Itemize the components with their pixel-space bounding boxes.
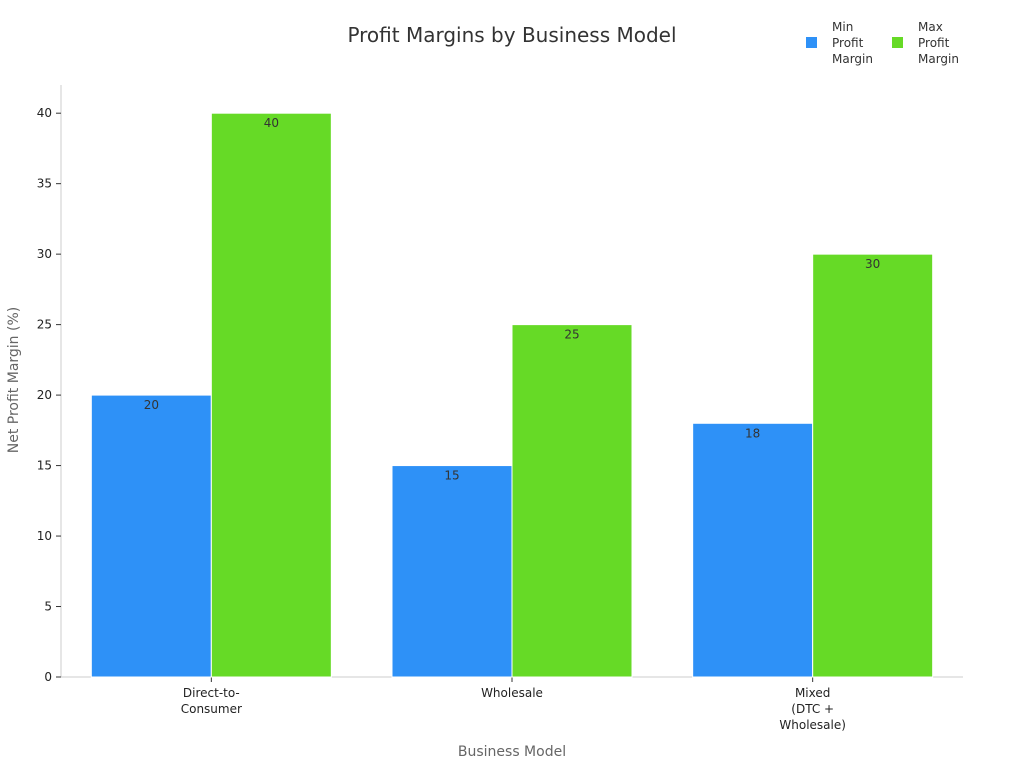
y-tick-label: 5	[44, 600, 52, 614]
data-label: 18	[745, 426, 760, 440]
y-tick-label: 35	[37, 177, 52, 191]
legend-label: Min Profit Margin	[832, 20, 873, 66]
x-tick-label-line: Wholesale)	[779, 718, 846, 732]
data-label: 15	[444, 469, 459, 483]
y-tick-label: 25	[37, 318, 52, 332]
x-tick-label: Mixed (DTC + Wholesale)	[779, 686, 846, 732]
legend-item[interactable]: Min Profit Margin	[806, 20, 873, 66]
bar	[511, 324, 633, 678]
legend-label-line: Max	[918, 20, 943, 34]
bars: 20 40 15 25 18 30	[90, 112, 934, 678]
y-tick-label: 40	[37, 106, 52, 120]
x-tick-label: Direct-to- Consumer	[181, 686, 242, 716]
x-tick-label-line: Consumer	[181, 702, 242, 716]
bar	[692, 422, 814, 678]
x-tick-label-line: Wholesale	[481, 686, 543, 700]
bar	[90, 394, 212, 678]
x-tick-label: Wholesale	[481, 686, 543, 700]
legend-label-line: Profit	[832, 36, 864, 50]
legend: Min Profit Margin Max Profit Margin	[806, 20, 959, 66]
legend-label: Max Profit Margin	[918, 20, 959, 66]
legend-label-line: Profit	[918, 36, 950, 50]
legend-swatch	[806, 37, 817, 48]
legend-item[interactable]: Max Profit Margin	[892, 20, 959, 66]
data-label: 25	[564, 328, 579, 342]
y-tick-label: 15	[37, 459, 52, 473]
x-axis-title: Business Model	[458, 744, 566, 760]
data-label: 20	[144, 398, 159, 412]
data-label: 30	[865, 257, 880, 271]
legend-swatch	[892, 37, 903, 48]
y-tick-label: 20	[37, 388, 52, 402]
legend-label-line: Margin	[918, 52, 959, 66]
x-tick-label-line: (DTC +	[791, 702, 834, 716]
y-axis-title: Net Profit Margin (%)	[6, 307, 22, 454]
x-tick-label-line: Direct-to-	[183, 686, 240, 700]
bar	[391, 465, 513, 678]
y-tick-label: 0	[44, 670, 52, 684]
y-tick-label: 10	[37, 529, 52, 543]
bar	[210, 112, 332, 678]
legend-label-line: Margin	[832, 52, 873, 66]
chart-title: Profit Margins by Business Model	[347, 23, 676, 47]
x-tick-label-line: Mixed	[795, 686, 830, 700]
y-tick-label: 30	[37, 247, 52, 261]
legend-label-line: Min	[832, 20, 853, 34]
data-label: 40	[264, 116, 279, 130]
bar	[812, 253, 934, 678]
